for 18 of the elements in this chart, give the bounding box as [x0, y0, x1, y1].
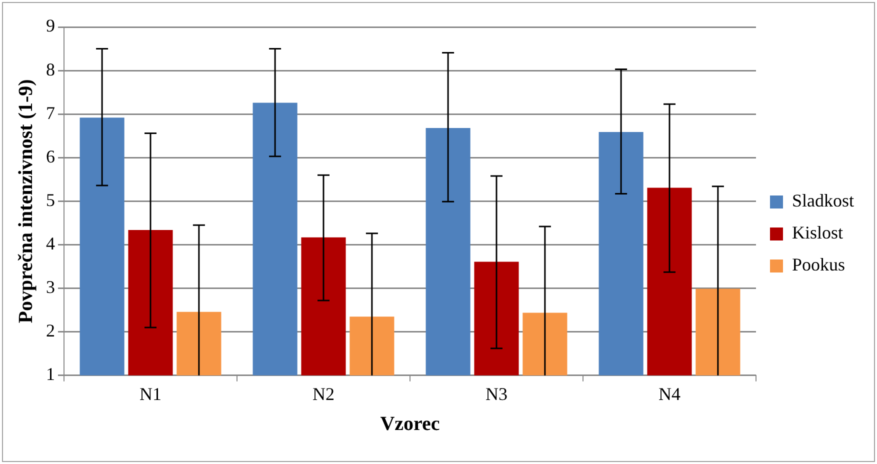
- y-tick-label: 8: [46, 59, 55, 80]
- y-tick-label: 5: [46, 190, 55, 210]
- y-tick-label: 4: [46, 233, 55, 254]
- y-tick-label: 3: [46, 277, 55, 298]
- y-tick-label: 7: [46, 102, 55, 123]
- x-tick-label: N2: [312, 384, 334, 404]
- y-tick-label: 6: [46, 146, 55, 166]
- y-axis-title: Povprečna intenzivnost (1-9): [15, 79, 38, 324]
- y-tick-label: 2: [46, 320, 55, 341]
- x-tick-label: N3: [485, 384, 508, 404]
- y-tick-label: 9: [46, 16, 55, 36]
- x-tick-label: N4: [658, 384, 680, 404]
- legend-label: Sladkost: [792, 190, 854, 211]
- legend-label: Pookus: [792, 254, 846, 275]
- y-tick-label: 1: [46, 364, 55, 384]
- legend-label: Kislost: [792, 222, 844, 243]
- x-tick-label: N1: [140, 384, 162, 404]
- x-axis-title: Vzorec: [380, 413, 440, 436]
